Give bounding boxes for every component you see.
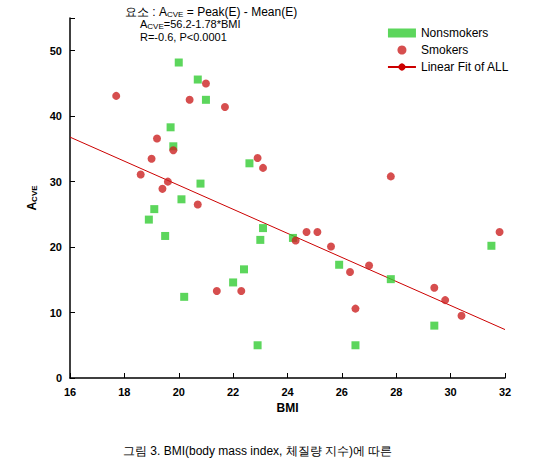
svg-text:28: 28: [390, 386, 402, 398]
svg-text:A: A: [25, 202, 39, 211]
svg-text:Smokers: Smokers: [421, 43, 468, 57]
svg-text:=56.2-1.78*BMI: =56.2-1.78*BMI: [164, 18, 241, 30]
svg-text:50: 50: [50, 45, 62, 57]
svg-text:BMI: BMI: [277, 401, 299, 415]
svg-text:30: 30: [445, 386, 457, 398]
svg-text:CVE: CVE: [167, 9, 184, 19]
svg-text:30: 30: [50, 176, 62, 188]
svg-text:= Peak(E) - Mean(E): = Peak(E) - Mean(E): [183, 5, 297, 19]
svg-text:10: 10: [50, 307, 62, 319]
svg-text:그림 3. BMI(body mass index, 체질량: 그림 3. BMI(body mass index, 체질량 지수)에 따른: [123, 444, 392, 458]
svg-text:CVE: CVE: [147, 22, 163, 31]
svg-text:20: 20: [50, 241, 62, 253]
svg-text:A: A: [140, 17, 148, 30]
svg-text:22: 22: [227, 386, 239, 398]
svg-text:20: 20: [173, 386, 185, 398]
svg-text:32: 32: [499, 386, 511, 398]
svg-text:40: 40: [50, 110, 62, 122]
svg-text:18: 18: [118, 386, 130, 398]
svg-text:Linear Fit of ALL: Linear Fit of ALL: [421, 60, 509, 74]
svg-text:R=-0.6, P<0.0001: R=-0.6, P<0.0001: [140, 31, 227, 43]
svg-text:26: 26: [336, 386, 348, 398]
svg-text:CVE: CVE: [30, 185, 39, 202]
svg-text:0: 0: [56, 372, 62, 384]
svg-text:16: 16: [64, 386, 76, 398]
svg-text:Nonsmokers: Nonsmokers: [421, 26, 488, 40]
svg-text:24: 24: [281, 386, 294, 398]
svg-text:요소 : A: 요소 : A: [125, 5, 167, 19]
